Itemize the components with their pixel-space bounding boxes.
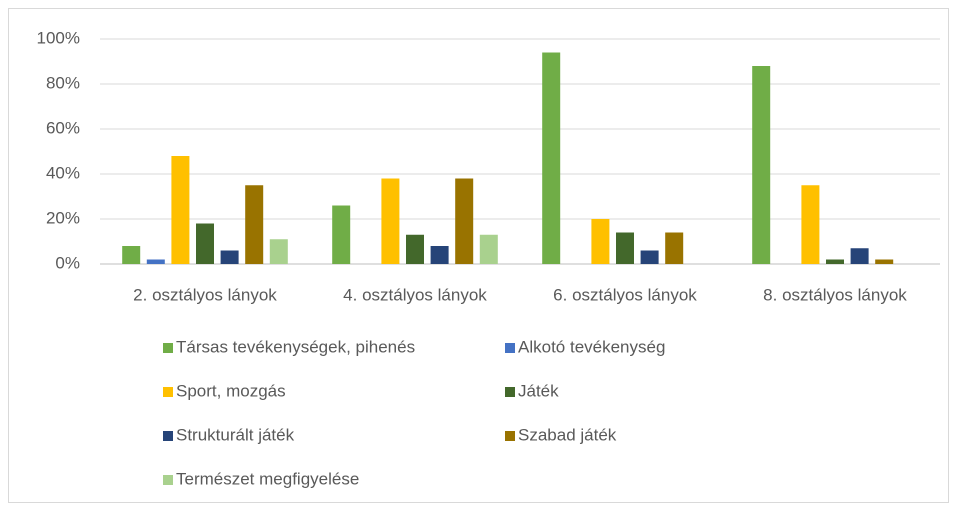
bar — [196, 223, 214, 264]
legend-label: Sport, mozgás — [176, 381, 286, 400]
legend-swatch — [163, 475, 173, 485]
legend-label: Alkotó tevékenység — [518, 337, 665, 356]
y-tick-label: 0% — [55, 253, 80, 272]
x-tick-label: 8. osztályos lányok — [763, 285, 907, 304]
bar — [269, 239, 288, 264]
y-tick-label: 100% — [37, 28, 80, 47]
legend-swatch — [163, 431, 173, 441]
bar — [245, 185, 264, 264]
legend-label: Szabad játék — [518, 425, 617, 444]
legend-swatch — [505, 431, 515, 441]
bar — [801, 185, 820, 264]
bar — [752, 66, 771, 264]
bar — [430, 246, 449, 264]
bar — [479, 234, 498, 264]
bar — [220, 250, 239, 264]
bar — [332, 205, 351, 264]
bar — [616, 232, 634, 264]
legend-swatch — [163, 387, 173, 397]
bar — [640, 250, 659, 264]
bar — [826, 259, 844, 264]
bar — [171, 156, 190, 264]
y-tick-label: 60% — [46, 118, 80, 137]
legend-swatch — [505, 343, 515, 353]
bar — [381, 178, 400, 264]
bar — [875, 259, 894, 264]
x-tick-label: 4. osztályos lányok — [343, 285, 487, 304]
legend-label: Strukturált játék — [176, 425, 295, 444]
y-tick-label: 20% — [46, 208, 80, 227]
legend-label: Természet megfigyelése — [176, 469, 359, 488]
y-tick-label: 80% — [46, 73, 80, 92]
x-tick-label: 6. osztályos lányok — [553, 285, 697, 304]
legend-swatch — [163, 343, 173, 353]
x-tick-label: 2. osztályos lányok — [133, 285, 277, 304]
legend-label: Társas tevékenységek, pihenés — [176, 337, 415, 356]
legend-swatch — [505, 387, 515, 397]
bar — [122, 246, 141, 264]
bar — [406, 234, 424, 264]
bar — [542, 52, 561, 264]
bar — [591, 219, 610, 264]
chart-border — [8, 8, 949, 503]
y-tick-label: 40% — [46, 163, 80, 182]
bar — [665, 232, 684, 264]
bar — [850, 248, 869, 264]
bar — [455, 178, 474, 264]
legend-label: Játék — [518, 381, 559, 400]
bar — [146, 259, 165, 264]
